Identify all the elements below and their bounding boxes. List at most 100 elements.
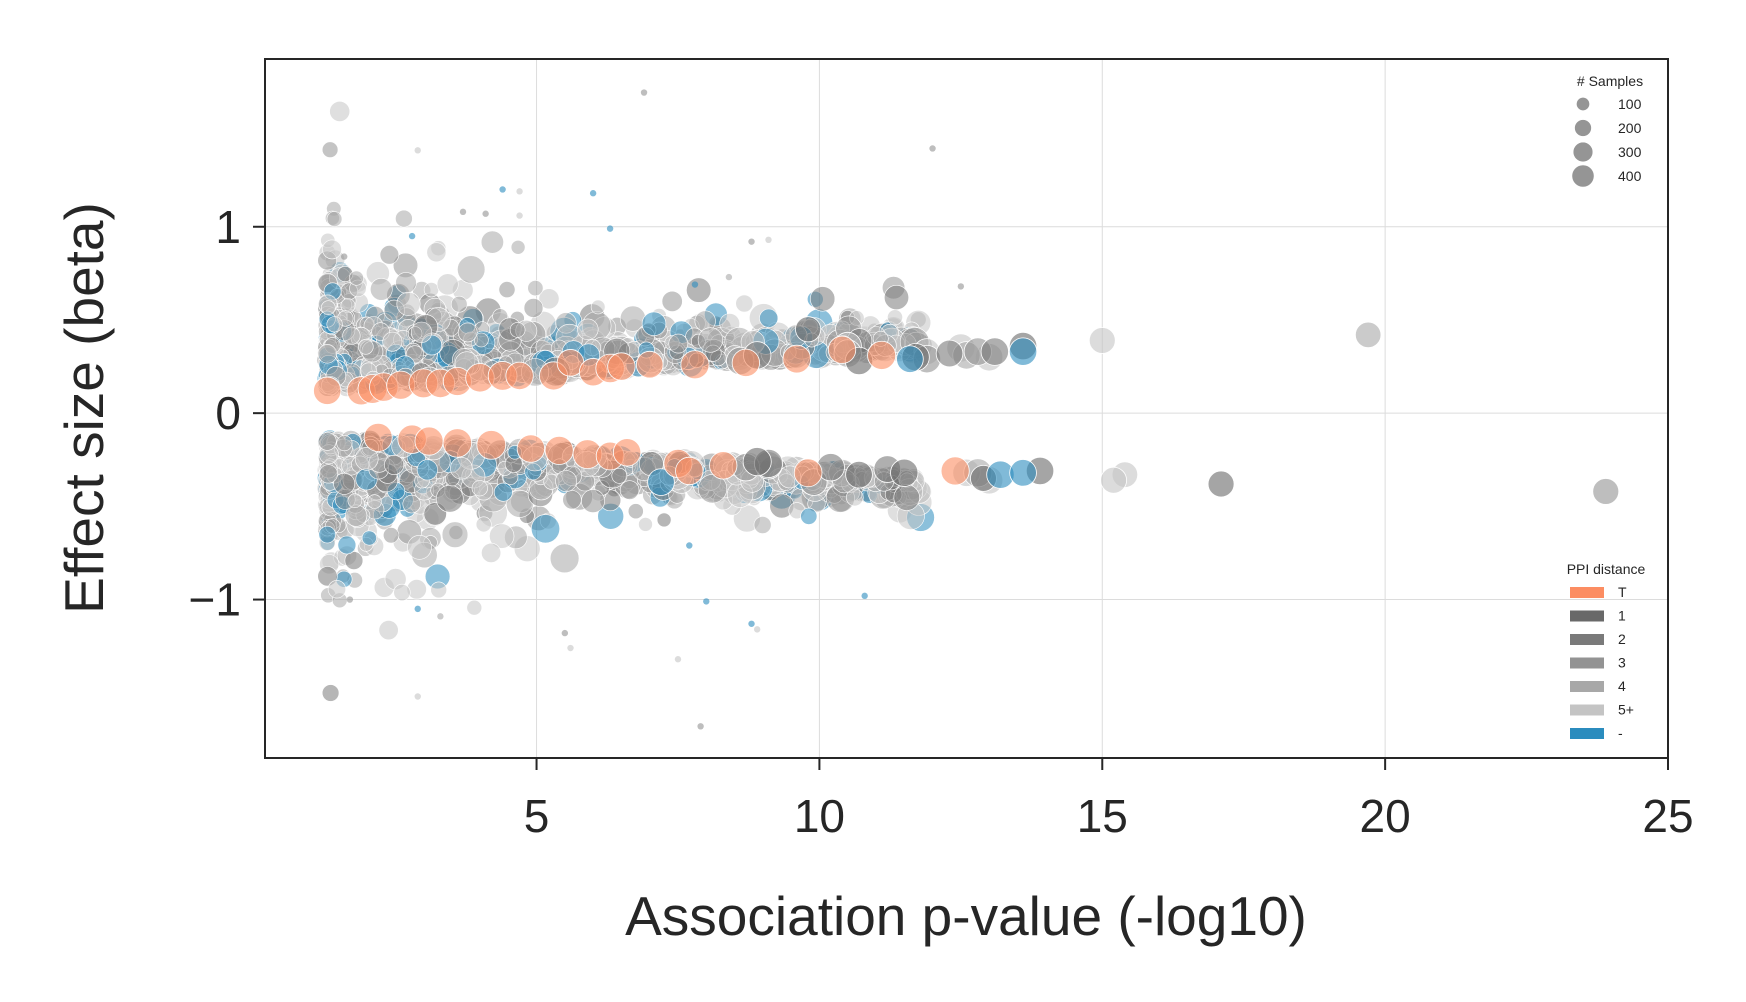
size-legend: # Samples 100 200 300 400 (1571, 73, 1643, 188)
background-point (317, 566, 338, 587)
background-point (410, 321, 433, 343)
target-point (607, 352, 636, 381)
background-point (883, 284, 909, 310)
background-point (577, 318, 599, 340)
background-point (318, 464, 338, 484)
background-point (384, 454, 405, 475)
background-point (340, 298, 356, 313)
background-point (396, 291, 421, 316)
background-point (473, 332, 489, 348)
data-point (896, 345, 924, 373)
outlier-point (748, 620, 755, 627)
plot-area (265, 59, 1668, 758)
target-point (940, 456, 970, 486)
outlier-point (674, 656, 682, 663)
background-point (581, 489, 605, 513)
background-point (800, 507, 818, 525)
background-point (887, 309, 903, 326)
background-point (369, 277, 393, 301)
outlier-point (414, 605, 421, 613)
outlier-point (640, 89, 648, 96)
outlier-point (516, 212, 523, 219)
x-tick-label: 15 (1077, 790, 1128, 842)
background-point (538, 288, 560, 310)
background-point (450, 457, 473, 480)
background-point (627, 503, 644, 520)
background-point (367, 494, 382, 509)
background-point (809, 286, 836, 312)
background-point (317, 344, 337, 364)
background-point (471, 480, 488, 497)
background-point (407, 534, 432, 560)
background-point (457, 255, 486, 284)
background-point (480, 230, 504, 254)
y-tick-label: 1 (215, 201, 241, 253)
outlier-point (929, 145, 936, 152)
background-point (382, 331, 403, 352)
data-point (1592, 478, 1620, 505)
color-legend-label: 1 (1618, 608, 1626, 624)
background-point (378, 620, 399, 641)
target-point (505, 361, 534, 391)
target-point (476, 430, 507, 460)
size-legend-label: 100 (1618, 96, 1642, 112)
background-point (489, 523, 515, 549)
outlier-point (753, 626, 761, 633)
size-legend-label: 200 (1618, 120, 1642, 136)
outlier-point (414, 693, 421, 700)
target-point (635, 350, 664, 379)
color-legend-swatch (1570, 634, 1604, 645)
background-point (337, 535, 357, 555)
data-point (742, 447, 772, 477)
x-axis-ticks: 5 10 15 20 25 (524, 758, 1694, 842)
background-point (619, 480, 640, 500)
background-point (493, 482, 513, 502)
background-point (753, 516, 772, 534)
background-point (342, 326, 361, 345)
outlier-point (346, 596, 354, 603)
background-point (441, 521, 469, 548)
background-point (402, 494, 421, 514)
size-legend-marker (1572, 141, 1594, 163)
background-point (361, 530, 377, 546)
size-legend-marker (1571, 164, 1595, 188)
data-point (1088, 327, 1116, 354)
x-tick-label: 10 (794, 790, 845, 842)
color-legend-title: PPI distance (1567, 561, 1646, 577)
data-point (980, 337, 1009, 366)
target-point (731, 348, 761, 377)
x-tick-label: 25 (1642, 790, 1693, 842)
outlier-point (697, 723, 704, 730)
size-legend-marker (1574, 119, 1592, 137)
background-point (318, 525, 336, 544)
background-point (759, 308, 779, 328)
background-point (426, 242, 447, 263)
target-point (442, 428, 473, 458)
outlier-point (589, 190, 597, 197)
data-point (647, 468, 675, 496)
x-axis-label: Association p-value (-log10) (625, 885, 1307, 947)
y-tick-label: −1 (189, 574, 241, 626)
outlier-point (567, 644, 574, 652)
background-point (510, 240, 526, 255)
y-axis-label: Effect size (beta) (53, 202, 115, 614)
target-point (675, 456, 704, 486)
target-point (544, 435, 574, 465)
background-point (383, 527, 400, 544)
plot-frame (264, 58, 1669, 759)
background-point (697, 327, 724, 353)
background-point (555, 470, 578, 493)
x-tick-label: 5 (524, 790, 550, 842)
background-point (611, 467, 628, 484)
data-point (935, 339, 964, 368)
background-point (481, 542, 502, 563)
background-point (326, 316, 343, 333)
target-point (782, 344, 812, 374)
background-point (641, 311, 667, 336)
color-legend-swatch (1570, 657, 1604, 669)
color-legend-label: 3 (1618, 655, 1626, 671)
data-point (1008, 337, 1038, 366)
outlier-point (725, 273, 733, 281)
outlier-point (414, 147, 421, 154)
background-point (321, 684, 340, 702)
